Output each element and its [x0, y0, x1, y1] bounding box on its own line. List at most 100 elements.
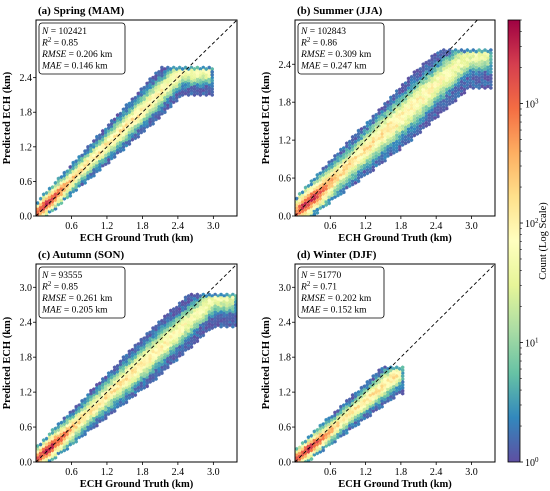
hexbin-cells [148, 353, 152, 358]
hexbin-cells [386, 369, 390, 374]
hexbin-cells [436, 98, 440, 103]
hexbin-cells [315, 120, 399, 212]
hexbin-cells [189, 91, 194, 96]
hexbin-cells [406, 95, 411, 100]
hexbin-cells [374, 147, 378, 152]
hexbin-cells [169, 337, 173, 342]
y-tick-label: 0.6 [20, 423, 33, 434]
hexbin-cells [53, 192, 58, 197]
hexbin-cells [207, 85, 211, 90]
hexbin-cells [380, 366, 384, 371]
colorbar-tick-label: 102 [525, 217, 539, 230]
hexbin-cells [195, 91, 200, 96]
hexbin-cells [374, 65, 455, 139]
hexbin-cells [133, 79, 208, 106]
hexbin-cells [347, 423, 352, 428]
hexbin-cells [133, 98, 138, 103]
hexbin-cells [477, 48, 481, 53]
hexbin-cells [189, 298, 206, 329]
hexbin-cells [392, 147, 396, 152]
hexbin-cells [406, 123, 411, 128]
hexbin-cells [324, 190, 328, 195]
hexbin-cells [115, 375, 120, 380]
hexbin-cells [389, 368, 393, 373]
stat-line: R2 = 0.86 [300, 36, 337, 49]
x-tick-label: 3.0 [207, 221, 220, 232]
hexbin-cells [365, 133, 370, 138]
hexbin-cells [186, 78, 191, 83]
hexbin-cells [139, 372, 143, 377]
hexbin-cells [418, 108, 423, 113]
y-tick-label: 3.0 [20, 283, 33, 294]
stat-line: N = 51770 [300, 271, 341, 281]
hexbin-cells [95, 406, 99, 411]
hexbin-cells [234, 294, 237, 299]
hexbin-cells [180, 90, 185, 95]
hexbin-cells [136, 336, 182, 382]
hexbin-cells [142, 342, 146, 347]
hexbin-cells [174, 66, 179, 72]
hexbin-cells [465, 60, 470, 68]
hexbin-cells [374, 390, 378, 395]
hexbin-cells [177, 65, 182, 70]
x-tick-label: 0.6 [324, 221, 337, 232]
hexbin-cells [157, 101, 161, 106]
hexbin-cells [172, 339, 176, 344]
hexbin-cells [365, 130, 370, 135]
hexbin-cells [166, 356, 170, 361]
hexbin-cells [180, 352, 185, 357]
hexbin-cells [115, 144, 120, 149]
hexbin-cells [450, 49, 455, 54]
hexbin-cells [415, 112, 420, 117]
hexbin-cells [397, 366, 402, 371]
hexbin-cells [374, 398, 378, 403]
hexbin-cells [186, 69, 191, 74]
hexbin-cells [342, 403, 346, 408]
hexbin-cells [53, 443, 58, 448]
hexbin-cells [83, 149, 87, 154]
hexbin-cells [430, 89, 434, 94]
hexbin-cells [148, 377, 152, 382]
axes-frame [294, 263, 496, 463]
hexbin-cells [474, 65, 484, 70]
hexbin-cells [356, 179, 361, 184]
hexbin-cells [345, 425, 349, 430]
hexbin-cells [207, 310, 211, 315]
hexbin-cells [342, 48, 493, 195]
hexbin-cells [148, 92, 214, 122]
hexbin-cells [124, 311, 237, 399]
hexbin-cells [139, 340, 143, 345]
stat-line: N = 93555 [41, 271, 82, 281]
y-tick-label: 0.0 [279, 458, 292, 469]
hexbin-cells [442, 67, 446, 71]
hexbin-cells [139, 92, 143, 97]
hexbin-cells [174, 358, 179, 363]
hexbin-cells [353, 391, 358, 396]
hexbin-cells [148, 97, 152, 102]
hexbin-cells [450, 68, 455, 73]
hexbin-cells [347, 400, 352, 405]
hexbin-cells [486, 59, 490, 64]
hexbin-cells [118, 365, 123, 370]
hexbin-cells [306, 202, 311, 207]
hexbin-cells [207, 74, 211, 79]
hexbin-cells [151, 81, 155, 86]
hexbin-cells [468, 55, 473, 60]
hexbin-cells [154, 310, 217, 338]
hexbin-cells [474, 55, 478, 60]
hexbin-cells [62, 196, 67, 201]
hexbin-cells [124, 134, 129, 139]
hexbin-cells [327, 166, 331, 171]
hexbin-cells [121, 320, 237, 406]
hexbin-cells [195, 304, 200, 309]
hexbin-cells [447, 82, 452, 87]
hexbin-cells [112, 409, 117, 414]
hexbin-cells [98, 363, 143, 403]
hexbin-cells [154, 105, 158, 110]
stats-box [38, 22, 126, 75]
axes-frame [35, 263, 238, 463]
hexbin-cells [189, 327, 194, 332]
hexbin-cells [204, 69, 208, 74]
colorbar-gradient [507, 19, 521, 463]
